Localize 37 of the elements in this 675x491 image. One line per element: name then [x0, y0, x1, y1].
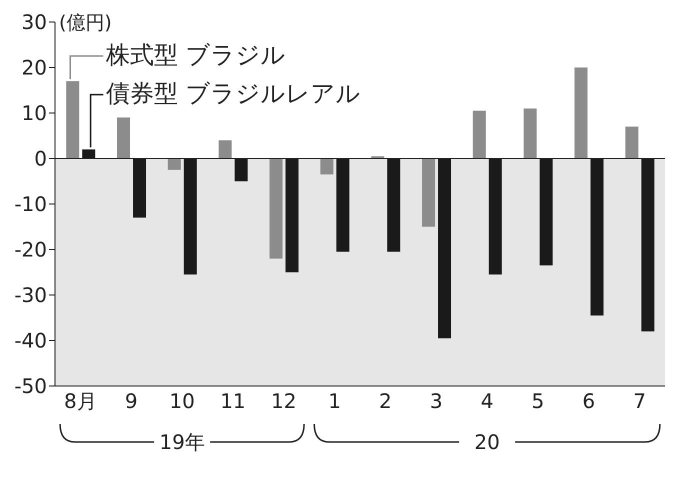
x-tick-label: 1: [328, 389, 341, 414]
bar: [422, 158, 436, 227]
text: 19年: [159, 430, 205, 454]
y-tick-label: -20: [14, 238, 47, 262]
y-tick-label: -30: [14, 283, 47, 308]
x-tick-label: 12: [271, 389, 296, 414]
y-tick-label: -50: [14, 374, 47, 398]
bar: [270, 158, 283, 259]
bar: [320, 158, 334, 174]
y-tick-label: 20: [22, 56, 47, 80]
x-tick-label: 11: [220, 389, 246, 414]
bar: [218, 140, 232, 158]
x-tick-label: 6: [582, 389, 596, 414]
x-tick-label: 9: [124, 389, 138, 414]
y-tick-label: -10: [14, 192, 47, 216]
bar: [117, 118, 130, 158]
x-tick-label: 7: [633, 389, 646, 414]
bar: [472, 110, 486, 158]
x-tick-label: 2: [379, 389, 392, 414]
y-axis-title: (億円): [59, 12, 112, 34]
y-tick-label: 0: [34, 146, 47, 171]
x-tick-label: 8月: [64, 389, 97, 414]
x-tick-label: 4: [480, 389, 494, 414]
series-label: 債券型 ブラジルレアル: [106, 80, 360, 108]
bar: [168, 158, 181, 170]
y-tick-label: 30: [22, 10, 47, 34]
text: 20: [474, 430, 500, 454]
y-tick-label: 10: [22, 101, 47, 126]
x-tick-label: 10: [169, 389, 195, 414]
x-tick-label: 3: [430, 389, 443, 414]
y-tick-label: -40: [14, 328, 47, 353]
bar: [574, 68, 588, 158]
bar: [524, 108, 537, 158]
bar: [625, 126, 638, 158]
x-tick-label: 5: [532, 389, 544, 414]
bar: [66, 81, 80, 158]
legend-label: 株式型 ブラジル: [104, 40, 286, 69]
